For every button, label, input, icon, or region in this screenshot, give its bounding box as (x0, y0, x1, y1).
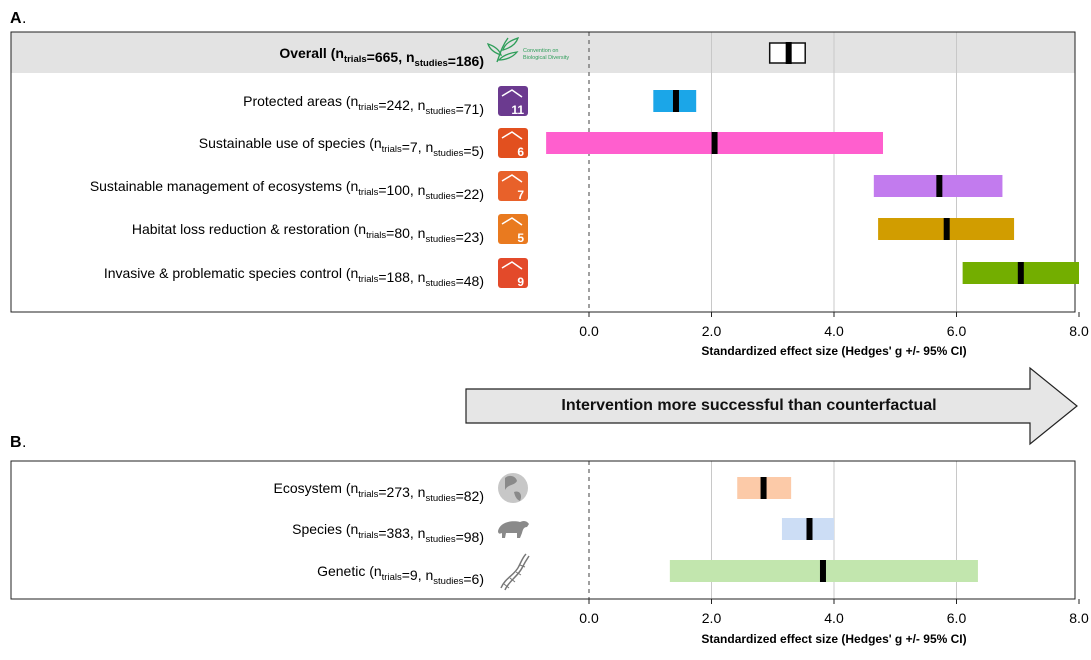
row-label: Overall (ntrials=665, nstudies=186) (279, 45, 484, 69)
point-estimate (936, 175, 943, 197)
x-tick-label: 4.0 (824, 323, 844, 339)
row-label: Sustainable use of species (ntrials=7, n… (199, 135, 484, 159)
leaf-stem (496, 37, 509, 63)
row-label: Invasive & problematic species control (… (104, 265, 484, 289)
aichi-target-5-icon: 5 (498, 214, 528, 245)
helix-rung (509, 577, 516, 583)
row-label: Genetic (ntrials=9, nstudies=6) (317, 563, 484, 587)
icon-glyph (501, 261, 523, 270)
icon-number: 5 (517, 231, 524, 245)
point-estimate (1017, 262, 1024, 284)
point-estimate (760, 477, 767, 499)
panel-a-frame (10, 31, 1076, 313)
icon-glyph (501, 217, 523, 226)
helix-rung (519, 564, 526, 568)
panel-b-label-dot: . (22, 434, 26, 451)
aichi-target-9-icon: 9 (498, 258, 528, 289)
icon-number: 11 (511, 103, 524, 117)
x-tick-label: 2.0 (702, 610, 722, 626)
x-tick-label: 0.0 (579, 323, 599, 339)
overall-row-highlight (11, 32, 1075, 73)
helix-strand-2 (504, 555, 530, 591)
icon-glyph (501, 174, 523, 183)
globe-icon (498, 473, 528, 503)
point-estimate (785, 42, 792, 64)
point-estimate (711, 132, 718, 154)
leaf-right (502, 36, 520, 51)
row-label: Species (ntrials=383, nstudies=98) (292, 521, 484, 545)
aichi-target-11-icon: 11 (498, 86, 528, 117)
row-label: Habitat loss reduction & restoration (nt… (132, 221, 484, 245)
polar-bear-icon (498, 520, 529, 538)
panel-a-label-dot: . (22, 10, 26, 27)
row-label: Protected areas (ntrials=242, nstudies=7… (243, 93, 484, 117)
point-estimate (819, 560, 826, 582)
aichi-target-7-icon: 7 (498, 171, 528, 202)
x-tick-label: 4.0 (824, 610, 844, 626)
panel-b-label: B (10, 434, 22, 451)
icon-number: 6 (517, 145, 524, 159)
globe-land (505, 475, 522, 501)
x-axis-label: Standardized effect size (Hedges' g +/- … (701, 344, 966, 358)
cbd-logo-text-line2: Biological Diversity (523, 55, 569, 61)
helix-rung (503, 583, 510, 589)
leaf-lower (497, 51, 519, 61)
panel-b-frame (10, 460, 1076, 600)
x-axis-label: Standardized effect size (Hedges' g +/- … (701, 632, 966, 646)
row-label: Sustainable management of ecosystems (nt… (90, 178, 484, 202)
panel-a-label: A (10, 10, 22, 27)
cbd-logo-text-line1: Convention on (523, 48, 558, 54)
icon-number: 9 (517, 275, 524, 289)
helix-rung (515, 571, 522, 576)
x-tick-label: 8.0 (1069, 610, 1089, 626)
point-estimate (806, 518, 813, 540)
cbd-leaf-logo-icon (486, 36, 520, 63)
x-tick-label: 0.0 (579, 610, 599, 626)
helix-strand-1 (500, 553, 527, 589)
icon-glyph (501, 131, 523, 140)
aichi-target-6-icon: 6 (498, 128, 528, 159)
point-estimate (672, 90, 679, 112)
success-direction-arrow (465, 366, 1078, 446)
leaf-left (486, 42, 503, 57)
x-tick-label: 8.0 (1069, 323, 1089, 339)
bear-silhouette (498, 520, 529, 538)
dna-helix-icon (500, 553, 530, 591)
success-direction-arrow-label: Intervention more successful than counte… (561, 397, 937, 414)
icon-number: 7 (517, 188, 524, 202)
x-tick-label: 6.0 (947, 323, 967, 339)
x-tick-label: 6.0 (947, 610, 967, 626)
x-tick-label: 2.0 (702, 323, 722, 339)
icon-glyph (501, 89, 523, 98)
point-estimate (943, 218, 950, 240)
row-label: Ecosystem (ntrials=273, nstudies=82) (273, 480, 484, 504)
